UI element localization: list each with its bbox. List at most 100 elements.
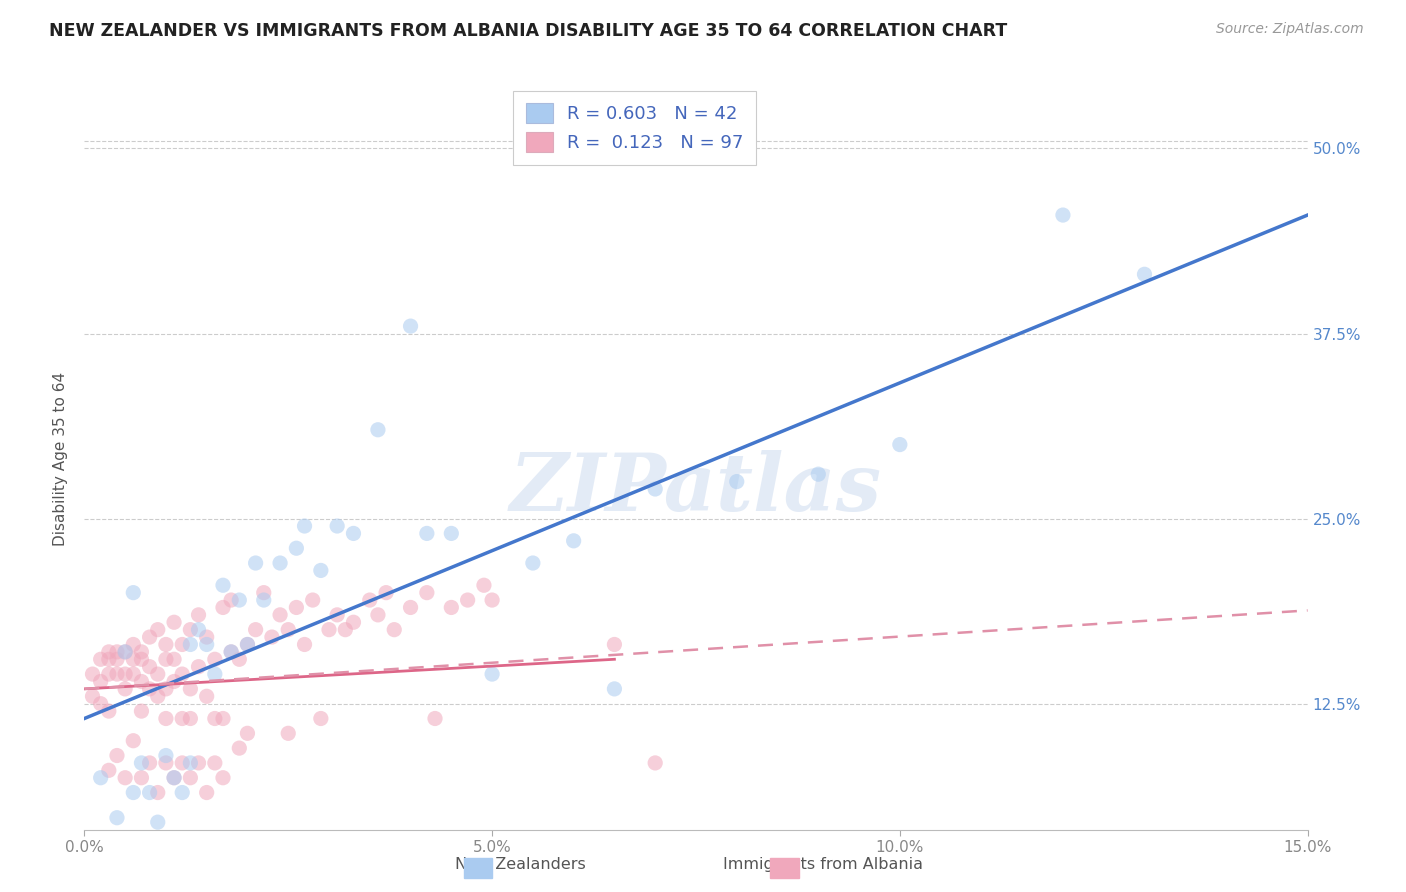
Point (172, 712, 194, 726)
Point (204, 652, 226, 666)
Point (138, 659, 160, 673)
Point (179, 771, 201, 785)
Point (212, 712, 235, 726)
Point (155, 652, 177, 666)
Point (155, 748, 177, 763)
Point (179, 681, 201, 696)
Point (236, 637, 259, 651)
Point (163, 615, 186, 630)
Point (172, 756, 194, 770)
Point (285, 600, 308, 615)
Point (301, 593, 323, 607)
Point (179, 756, 201, 770)
Point (725, 475, 748, 489)
Point (375, 585, 398, 599)
Point (122, 637, 145, 651)
Point (481, 667, 503, 681)
Point (195, 630, 218, 644)
Point (228, 741, 250, 756)
Point (1133, 268, 1156, 282)
Point (326, 607, 349, 622)
Point (114, 645, 136, 659)
Point (219, 593, 242, 607)
Point (294, 519, 316, 533)
Point (97, 645, 120, 659)
Point (146, 667, 169, 681)
Text: Immigrants from Albania: Immigrants from Albania (723, 857, 922, 872)
Point (644, 756, 666, 770)
Point (309, 564, 332, 578)
Text: NEW ZEALANDER VS IMMIGRANTS FROM ALBANIA DISABILITY AGE 35 TO 64 CORRELATION CHA: NEW ZEALANDER VS IMMIGRANTS FROM ALBANIA… (49, 22, 1008, 40)
Point (122, 733, 145, 747)
Point (114, 667, 136, 681)
Point (212, 771, 235, 785)
Point (90, 652, 112, 666)
Point (236, 726, 259, 740)
Point (359, 593, 381, 607)
Point (472, 578, 495, 592)
Text: New Zealanders: New Zealanders (456, 857, 585, 872)
Point (163, 771, 186, 785)
Point (245, 556, 267, 570)
Point (155, 712, 177, 726)
Point (138, 756, 160, 770)
Point (236, 637, 259, 651)
Point (155, 681, 177, 696)
Point (131, 771, 153, 785)
Point (138, 786, 160, 800)
Point (342, 526, 364, 541)
Point (82, 667, 104, 681)
Point (138, 681, 160, 696)
Point (603, 637, 626, 651)
Point (155, 756, 177, 770)
Point (204, 756, 226, 770)
Point (114, 771, 136, 785)
Point (212, 600, 235, 615)
Point (889, 437, 911, 451)
Point (457, 593, 479, 607)
Point (253, 593, 276, 607)
Point (146, 786, 169, 800)
Point (228, 652, 250, 666)
Point (105, 811, 128, 825)
Point (97, 764, 120, 778)
Point (644, 482, 666, 496)
Point (131, 704, 153, 718)
Point (522, 556, 544, 570)
Point (318, 623, 340, 637)
Point (212, 578, 235, 592)
Point (1052, 208, 1074, 222)
Point (342, 615, 364, 630)
Point (172, 637, 194, 651)
Point (122, 667, 145, 681)
Point (82, 690, 104, 704)
Point (399, 600, 422, 615)
Point (131, 652, 153, 666)
Point (253, 585, 276, 599)
Text: Source: ZipAtlas.com: Source: ZipAtlas.com (1216, 22, 1364, 37)
Point (122, 652, 145, 666)
Point (105, 652, 128, 666)
Point (131, 756, 153, 770)
Point (277, 623, 299, 637)
Point (97, 652, 120, 666)
Legend: R = 0.603   N = 42, R =  0.123   N = 97: R = 0.603 N = 42, R = 0.123 N = 97 (513, 91, 756, 165)
Point (309, 712, 332, 726)
Point (285, 541, 308, 556)
Point (219, 645, 242, 659)
Point (105, 645, 128, 659)
Point (114, 681, 136, 696)
Point (187, 623, 209, 637)
Point (399, 319, 422, 334)
Point (228, 593, 250, 607)
Point (195, 690, 218, 704)
Point (163, 652, 186, 666)
Point (335, 623, 357, 637)
Point (269, 556, 291, 570)
Point (416, 526, 439, 541)
Point (163, 674, 186, 689)
Point (122, 585, 145, 599)
Point (131, 674, 153, 689)
Point (195, 786, 218, 800)
Point (138, 630, 160, 644)
